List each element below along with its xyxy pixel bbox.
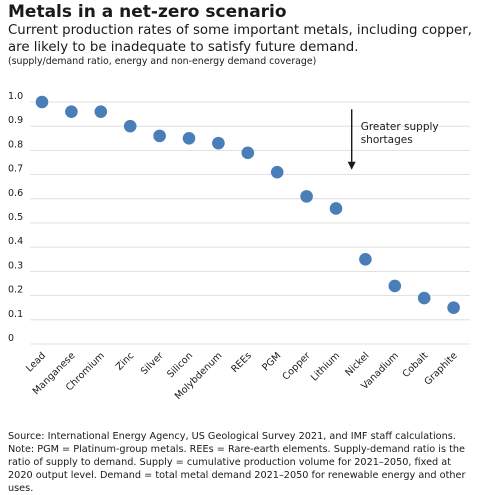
data-point-silicon	[182, 132, 196, 145]
data-point-manganese	[65, 105, 78, 118]
annotation: Greater supply shortages	[347, 109, 439, 170]
x-tick-label-nickel: Nickel	[343, 350, 371, 378]
data-point-pgm	[270, 165, 284, 179]
y-tick-label: 0.7	[8, 164, 23, 175]
x-tick-label-zinc: Zinc	[114, 350, 136, 372]
chart-subtitle: Current production rates of some importa…	[8, 23, 472, 55]
x-tick-label-pgm: PGM	[260, 350, 283, 373]
data-point-lead	[35, 95, 49, 109]
data-point-rees	[241, 146, 255, 160]
x-tick-label-rees: REEs	[229, 350, 254, 375]
x-tick-label-lead: Lead	[24, 350, 48, 374]
units-note: (supply/demand ratio, energy and non-ene…	[8, 56, 317, 67]
source-text: Source: International Energy Agency, US …	[8, 431, 456, 442]
y-tick-label: 0.5	[8, 212, 23, 223]
x-tick-label-silver: Silver	[139, 350, 166, 377]
y-tick-label: 0.4	[8, 236, 23, 247]
footer-notes: Source: International Energy Agency, US …	[8, 430, 474, 495]
y-tick-label: 0.8	[8, 139, 23, 150]
y-tick-label: 1.0	[8, 91, 23, 102]
data-points	[35, 95, 460, 314]
data-point-graphite	[447, 301, 460, 314]
note-text: Note: PGM = Platinum-group metals. REEs …	[8, 444, 466, 494]
x-tick-label-lithium: Lithium	[309, 350, 342, 383]
y-tick-label: 0.1	[8, 309, 23, 320]
data-point-silver	[153, 129, 166, 143]
data-point-nickel	[359, 253, 372, 266]
y-tick-label: 0	[8, 333, 14, 344]
data-point-chromium	[94, 105, 108, 118]
data-point-copper	[300, 190, 313, 203]
annotation-text-line1: Greater supply	[361, 121, 439, 133]
scatter-chart: 0 0.1 0.2 0.3 0.4 0.5 0.6 0.7 0.8 0.9 1.0 LeadMang…	[8, 91, 470, 402]
data-point-molybdenum	[212, 136, 225, 150]
annotation-text-line2: shortages	[361, 134, 413, 146]
annotation-arrow-head	[347, 161, 356, 170]
x-tick-label-copper: Copper	[280, 350, 312, 382]
data-point-zinc	[123, 119, 137, 133]
y-tick-label: 0.2	[8, 285, 23, 296]
y-tick-label: 0.9	[8, 115, 23, 126]
data-point-cobalt	[417, 291, 431, 305]
data-point-lithium	[329, 202, 343, 215]
data-point-vanadium	[388, 279, 402, 293]
y-tick-labels: 0 0.1 0.2 0.3 0.4 0.5 0.6 0.7 0.8 0.9 1.0	[8, 91, 23, 344]
y-tick-label: 0.3	[8, 260, 23, 271]
y-tick-label: 0.6	[8, 188, 23, 199]
chart-title: Metals in a net-zero scenario	[8, 2, 287, 22]
